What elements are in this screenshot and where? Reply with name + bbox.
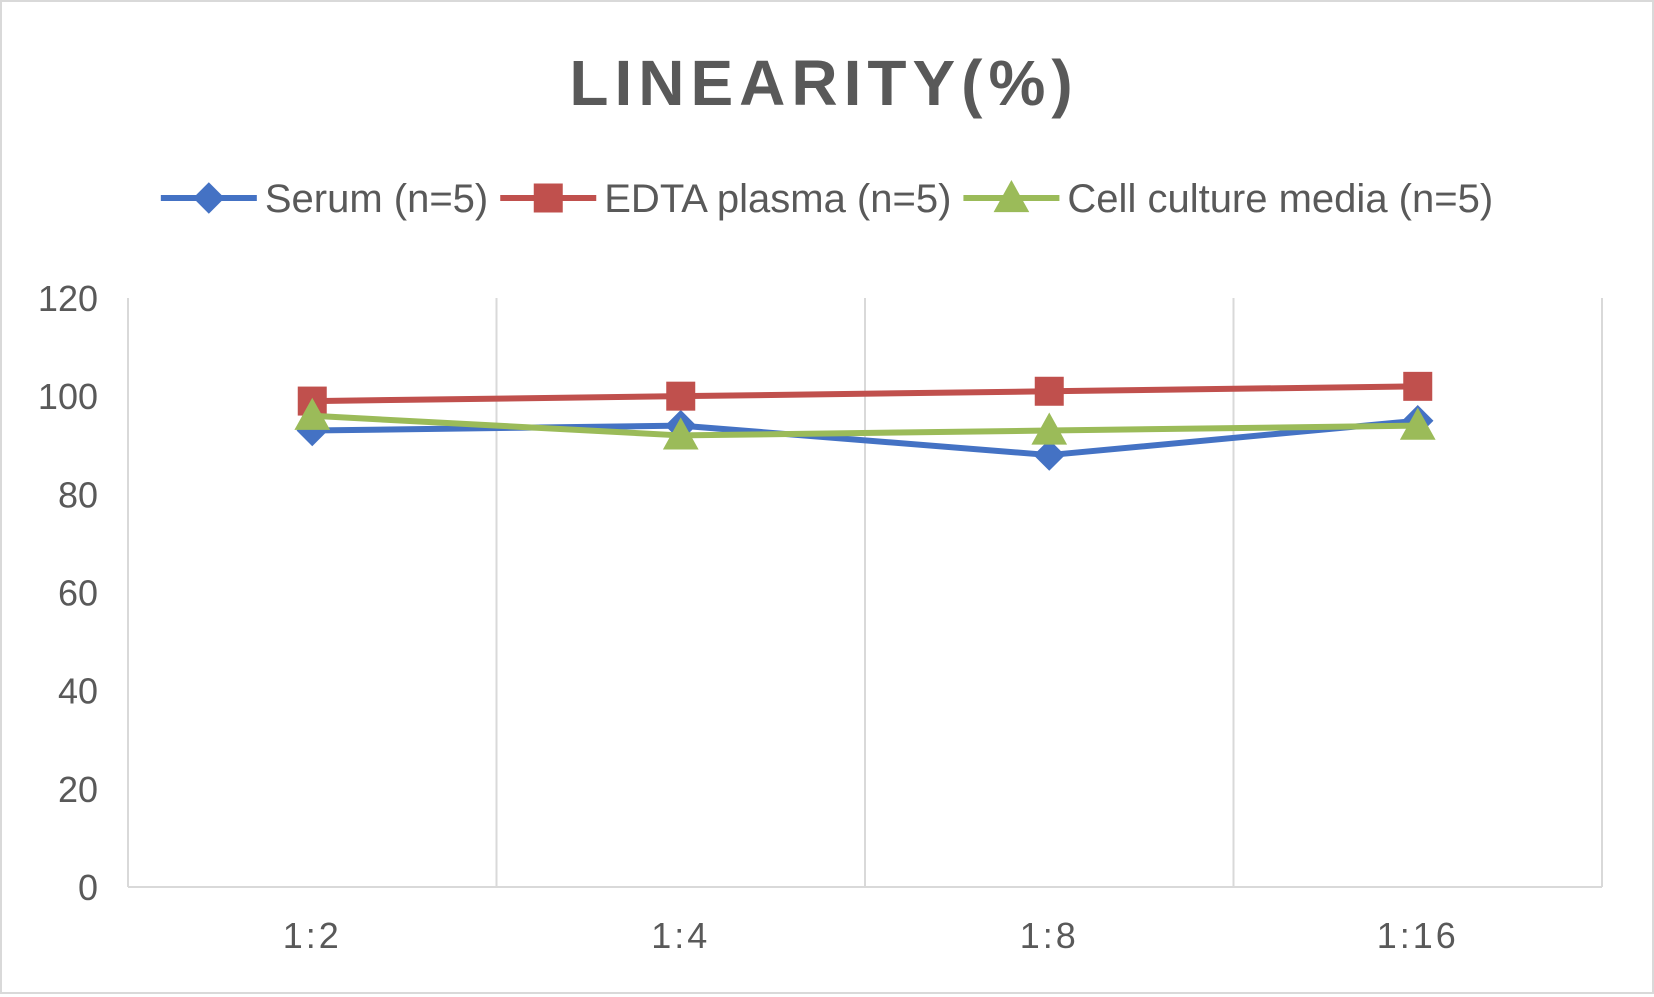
x-tick-label: 1:8: [1020, 915, 1079, 956]
data-point-triangle: [294, 397, 331, 430]
data-point-square: [1034, 376, 1064, 406]
data-point-square: [1403, 371, 1433, 401]
diamond-marker: [193, 182, 225, 214]
y-tick-label: 100: [38, 376, 98, 417]
legend-label: EDTA plasma (n=5): [604, 177, 951, 221]
y-tick-label: 80: [58, 474, 98, 515]
tick-labels: 0 20 40 60 80 100 120 1:2 1:4 1:8 1:16: [38, 278, 1459, 956]
data-point-diamond: [1033, 439, 1065, 471]
legend: Serum (n=5) EDTA plasma (n=5) Cell culture…: [160, 177, 1493, 221]
legend-label: Cell culture media (n=5): [1067, 177, 1493, 221]
x-tick-label: 1:2: [283, 915, 342, 956]
y-tick-label: 60: [58, 573, 98, 614]
x-tick-label: 1:4: [651, 915, 710, 956]
series-line: [312, 412, 1418, 439]
data-point-square: [666, 381, 696, 411]
series-edta-plasma-n-5: [297, 371, 1433, 416]
data-point-triangle: [1031, 412, 1068, 445]
series-line: [312, 383, 1418, 405]
data-point-triangle: [662, 417, 699, 450]
triangle-marker: [993, 179, 1030, 213]
legend-item: EDTA plasma (n=5): [500, 177, 951, 221]
series-cell-culture-media-n-5: [294, 397, 1436, 450]
y-tick-label: 20: [58, 769, 98, 810]
y-tick-label: 0: [78, 867, 98, 908]
y-tick-label: 40: [58, 671, 98, 712]
legend-item: Serum (n=5): [160, 177, 488, 221]
chart-title: LINEARITY(%): [569, 47, 1078, 119]
square-marker: [533, 183, 563, 213]
legend-label: Serum (n=5): [265, 177, 488, 221]
y-tick-label: 120: [38, 278, 98, 319]
series-group: [294, 371, 1436, 471]
legend-item: Cell culture media (n=5): [963, 177, 1493, 221]
x-tick-label: 1:16: [1377, 915, 1459, 956]
data-point-triangle: [1399, 407, 1436, 440]
